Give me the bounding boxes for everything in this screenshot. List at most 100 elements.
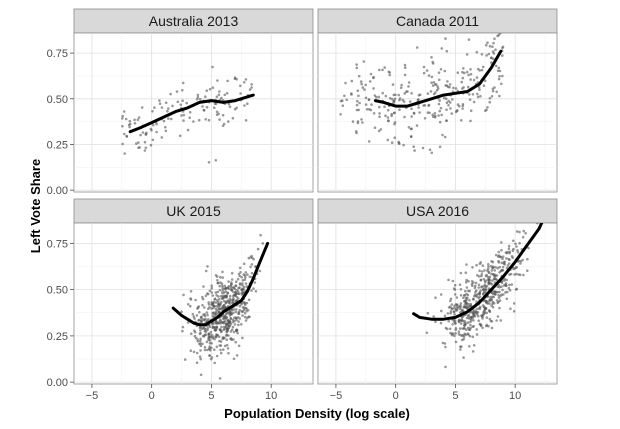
data-point [410,127,413,130]
data-point [209,349,212,352]
data-point [253,281,257,284]
data-point [459,322,463,325]
data-point [219,322,222,325]
data-point [133,122,137,125]
data-point [391,97,394,101]
data-point [372,112,376,115]
data-point [478,269,481,273]
data-point [170,117,173,121]
data-point [195,314,199,317]
smooth-line [128,93,255,134]
data-point [460,338,464,342]
data-point [494,64,498,68]
data-point [493,293,497,296]
panel-content [318,33,557,192]
data-point [489,295,492,299]
data-point [351,120,355,123]
data-point [451,332,455,335]
data-point [248,275,252,279]
data-point [503,263,507,266]
data-point [221,284,224,288]
data-point [145,131,148,135]
data-point [453,313,456,316]
data-point [206,265,209,268]
data-point [501,74,504,78]
data-point [231,325,235,329]
data-point [475,76,479,79]
data-point [512,247,515,251]
data-point [210,284,213,288]
data-point [384,94,388,98]
data-point [225,338,228,342]
data-point [204,294,208,298]
data-point [476,92,479,96]
data-point [453,283,457,287]
data-point [392,93,396,97]
data-point [507,286,511,290]
data-point [228,302,232,305]
data-point [199,337,202,341]
data-point [199,329,202,332]
data-point [450,112,454,115]
data-point [151,110,154,113]
data-point [188,111,192,114]
data-point [490,272,493,276]
data-point [225,322,228,326]
data-point [449,299,452,303]
data-point [466,326,470,330]
data-point [241,284,244,287]
data-point [217,304,221,307]
data-point [479,94,482,98]
data-point [228,105,232,108]
data-point [455,303,459,306]
data-point [227,280,230,283]
data-point [498,290,501,294]
data-point [230,281,233,284]
data-point [404,66,407,69]
data-point [215,95,219,99]
data-point [482,312,486,316]
data-point [219,275,222,279]
data-point [222,328,226,332]
data-point [465,263,468,266]
data-point [220,282,224,286]
data-point [363,88,366,91]
data-point [197,305,201,308]
data-point [461,70,464,74]
data-point [471,350,475,353]
data-point [188,116,191,119]
data-point [515,245,518,248]
data-point [219,295,223,298]
data-point [472,298,475,301]
data-point [218,307,222,311]
data-point [248,315,251,319]
data-point [357,74,361,78]
data-point [243,104,246,107]
data-point [213,311,217,315]
panel-strip [73,198,314,224]
data-point [234,316,238,320]
data-point [454,322,457,325]
data-point [458,104,461,108]
data-point [473,315,477,318]
data-point [162,119,166,123]
data-point [218,284,221,288]
data-point [121,117,124,120]
data-point [445,97,448,100]
data-point [182,293,185,297]
data-point [250,83,253,86]
data-point [230,278,234,281]
data-point [505,297,509,301]
data-point [225,343,229,347]
data-point [437,114,440,117]
data-point [378,112,381,115]
data-point [417,94,421,97]
data-point [468,328,472,332]
data-point [497,66,501,70]
data-point [355,66,359,70]
data-point [442,96,446,100]
data-point [232,286,235,289]
data-point [466,85,470,89]
data-point [504,284,508,288]
data-point [252,258,255,261]
